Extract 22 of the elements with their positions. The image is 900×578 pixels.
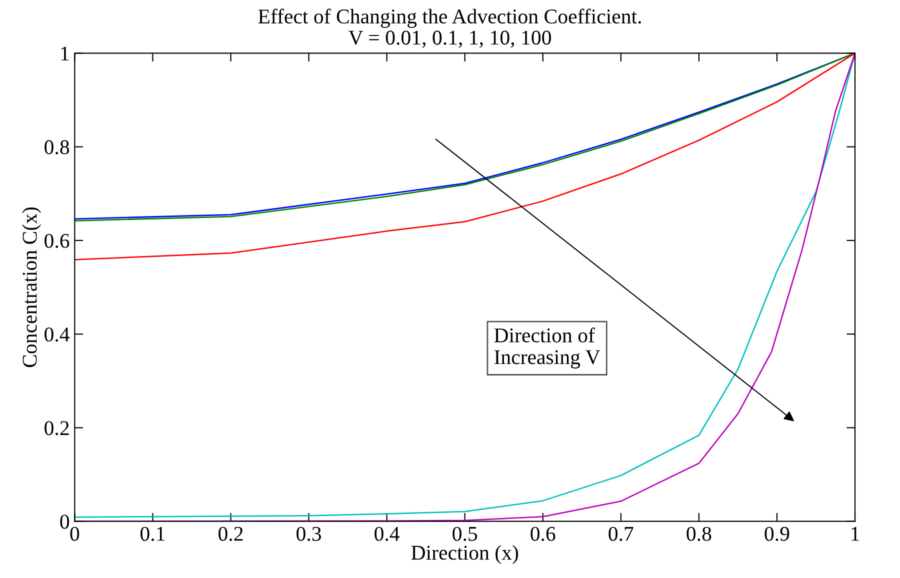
chart-subtitle: V = 0.01, 0.1, 1, 10, 100 <box>348 30 551 48</box>
x-axis-title: Direction (x) <box>411 545 518 564</box>
y-tick-label: 0 <box>60 514 70 529</box>
chart-title: Effect of Changing the Advection Coefficient. <box>258 8 641 28</box>
y-tick-label: 1 <box>61 46 69 60</box>
y-tick-label: 0.8 <box>44 140 70 154</box>
x-tick-label: 0 <box>70 526 80 541</box>
y-axis-title: Concentration C(x) <box>22 207 42 368</box>
x-tick-label: 0.7 <box>608 526 634 541</box>
x-tick-label: 0.6 <box>530 526 556 541</box>
x-tick-label: 0.4 <box>374 526 400 541</box>
annotation: Direction of Increasing V <box>494 328 600 368</box>
x-tick-label: 1 <box>852 526 859 541</box>
x-tick-label: 0.5 <box>452 526 478 541</box>
x-tick-label: 0.2 <box>218 526 243 541</box>
y-tick-label: 0.2 <box>44 421 69 436</box>
x-tick-label: 0.9 <box>764 526 790 541</box>
x-tick-label: 0.8 <box>686 526 712 541</box>
x-tick-label: 0.3 <box>296 526 321 541</box>
y-tick-label: 0.6 <box>44 234 70 248</box>
x-tick-label: 0.1 <box>140 526 164 541</box>
y-tick-label: 0.4 <box>44 327 70 342</box>
